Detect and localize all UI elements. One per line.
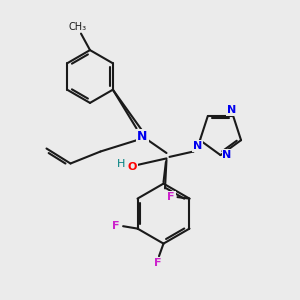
Text: N: N (227, 105, 236, 115)
Text: N: N (137, 130, 148, 143)
Text: N: N (193, 141, 202, 151)
Text: F: F (112, 220, 120, 231)
Text: N: N (223, 150, 232, 160)
Text: O: O (127, 161, 137, 172)
Text: CH₃: CH₃ (68, 22, 86, 32)
Text: H: H (117, 159, 125, 169)
Text: F: F (167, 192, 175, 202)
Text: F: F (154, 258, 162, 268)
